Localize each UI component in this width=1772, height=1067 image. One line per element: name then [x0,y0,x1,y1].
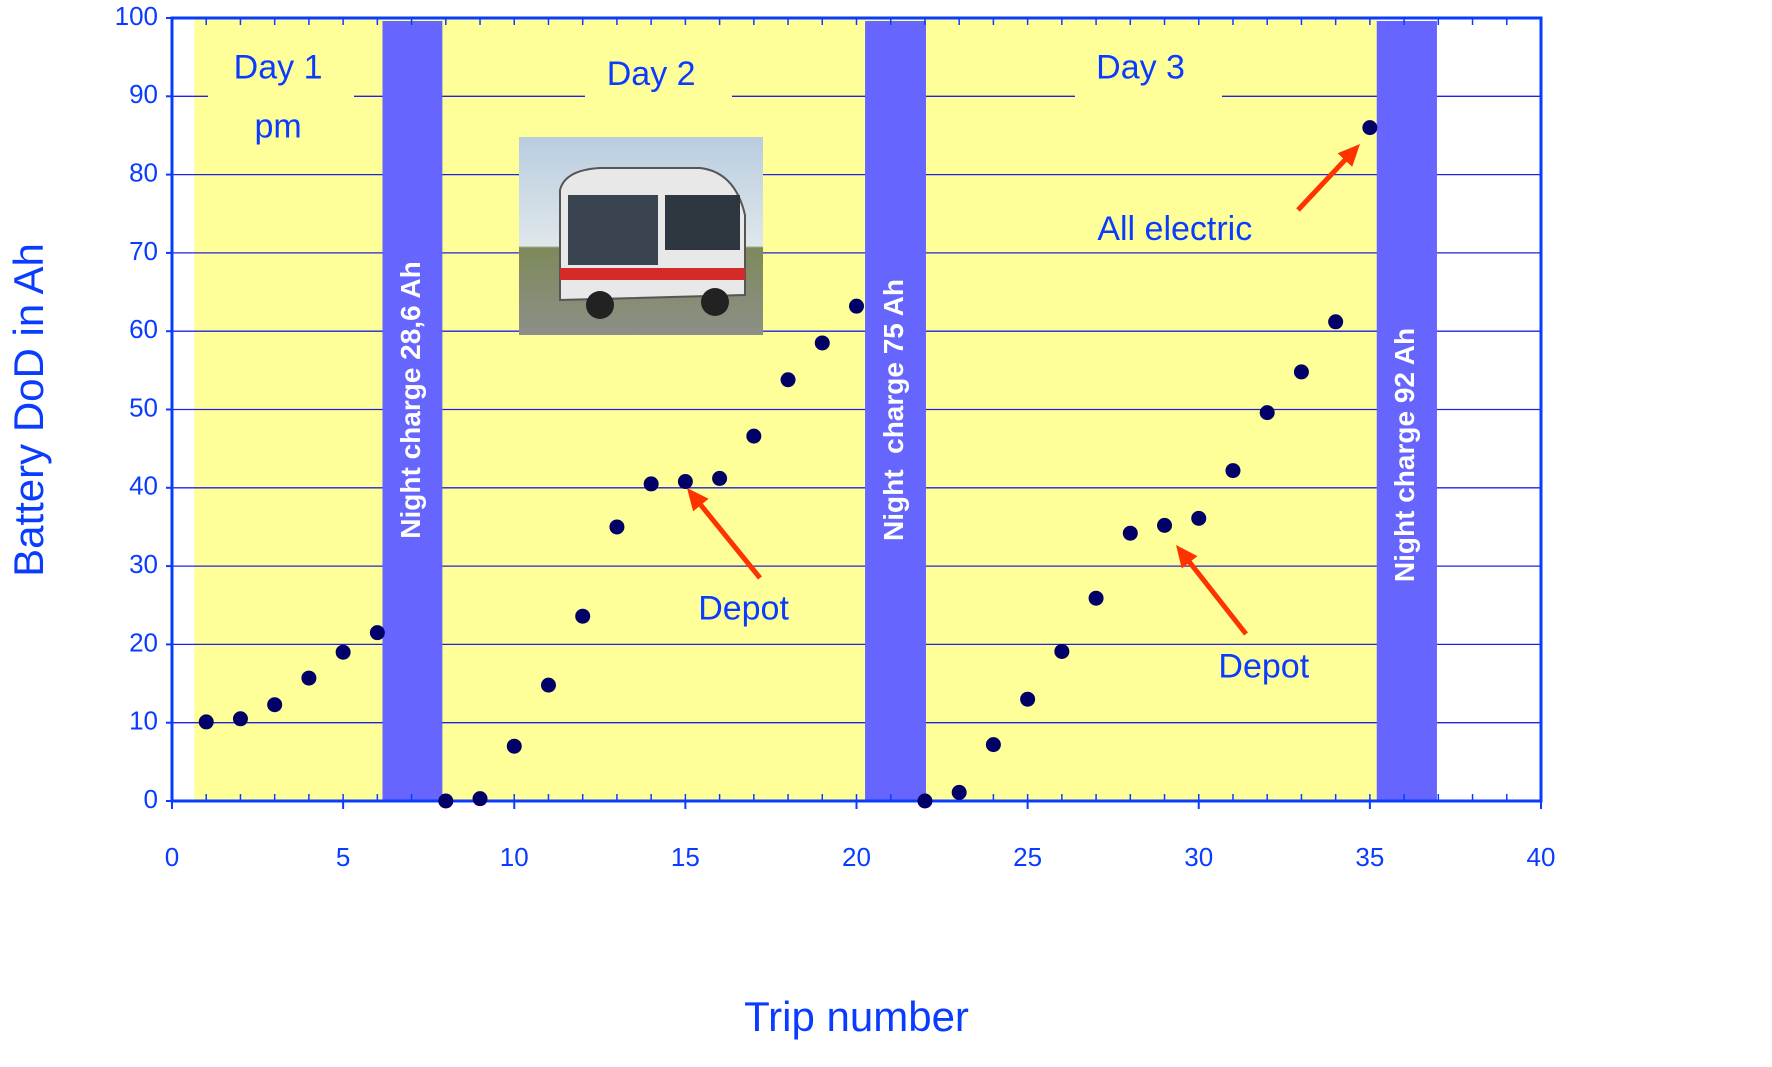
data-point [609,519,625,535]
label-background [1075,60,1222,100]
x-axis-title: Trip number [744,993,969,1040]
data-point [780,372,796,388]
annotation: pm [254,107,301,145]
data-point [575,608,591,624]
data-point [677,474,693,490]
x-tick-label: 0 [165,842,179,872]
data-point [917,793,933,809]
annotation: Depot [698,590,789,628]
annotation: Day 2 [607,55,696,93]
bus-photo [519,137,763,335]
data-point [746,428,762,444]
y-tick-label: 90 [129,79,158,109]
night-charge-band [865,21,926,801]
data-point [643,476,659,492]
bus-side-window [665,195,740,250]
x-tick-label: 40 [1527,842,1556,872]
annotation: Day 3 [1096,49,1185,87]
data-point [1362,120,1378,136]
y-tick-label: 50 [129,392,158,422]
data-point [198,714,214,730]
annotation: All electric [1097,210,1252,248]
x-tick-label: 20 [842,842,871,872]
x-tick-label: 25 [1013,842,1042,872]
data-point [1328,314,1344,330]
night-charge-label: Night charge 92 Ah [1389,328,1420,582]
data-point [1259,405,1275,421]
x-tick-label: 35 [1355,842,1384,872]
y-tick-label: 60 [129,314,158,344]
bus-wheel [701,288,729,316]
data-point [712,470,728,486]
label-background [208,60,354,140]
data-point [1293,364,1309,380]
y-tick-label: 20 [129,627,158,657]
data-point [540,677,556,693]
data-point [267,697,283,713]
arrow-head [687,488,709,512]
night-charge-band [382,21,443,801]
data-point [369,625,385,641]
y-tick-label: 30 [129,549,158,579]
night-charge-label: Night charge 28,6 Ah [395,261,426,538]
data-point [1225,463,1241,479]
y-tick-label: 40 [129,471,158,501]
data-point [335,644,351,660]
bus-windshield [568,195,658,265]
y-tick-label: 0 [144,784,158,814]
bus-wheel [586,291,614,319]
arrow-head [1337,144,1360,167]
data-point [1054,643,1070,659]
data-point [814,335,830,351]
data-point [438,793,454,809]
data-point [232,711,248,727]
arrow-shaft [1184,557,1248,636]
y-tick-label: 100 [115,1,158,31]
bus-stripe [560,268,745,280]
annotation: Depot [1218,648,1309,686]
x-tick-label: 10 [500,842,529,872]
data-point [1088,590,1104,606]
data-point [1191,510,1207,526]
data-point [301,670,317,686]
data-point [1122,525,1138,541]
x-tick-label: 30 [1184,842,1213,872]
y-tick-label: 70 [129,236,158,266]
y-axis-title: Battery DoD in Ah [5,243,52,577]
data-point [951,784,967,800]
arrow-head [1176,545,1198,569]
data-point [849,298,864,314]
x-tick-label: 15 [671,842,700,872]
data-point [506,738,522,754]
data-point [985,737,1001,753]
data-point [1020,691,1036,707]
annotation: Day 1 [234,49,323,87]
data-point [472,791,488,807]
arrow-shaft [1296,155,1350,212]
y-tick-label: 10 [129,706,158,736]
night-charge-band [1376,21,1437,801]
arrow-shaft [696,500,762,580]
label-background [585,60,732,100]
data-point [1157,517,1173,533]
x-tick-label: 5 [336,842,350,872]
night-charge-label: Night charge 75 Ah [878,279,909,541]
y-tick-label: 80 [129,157,158,187]
